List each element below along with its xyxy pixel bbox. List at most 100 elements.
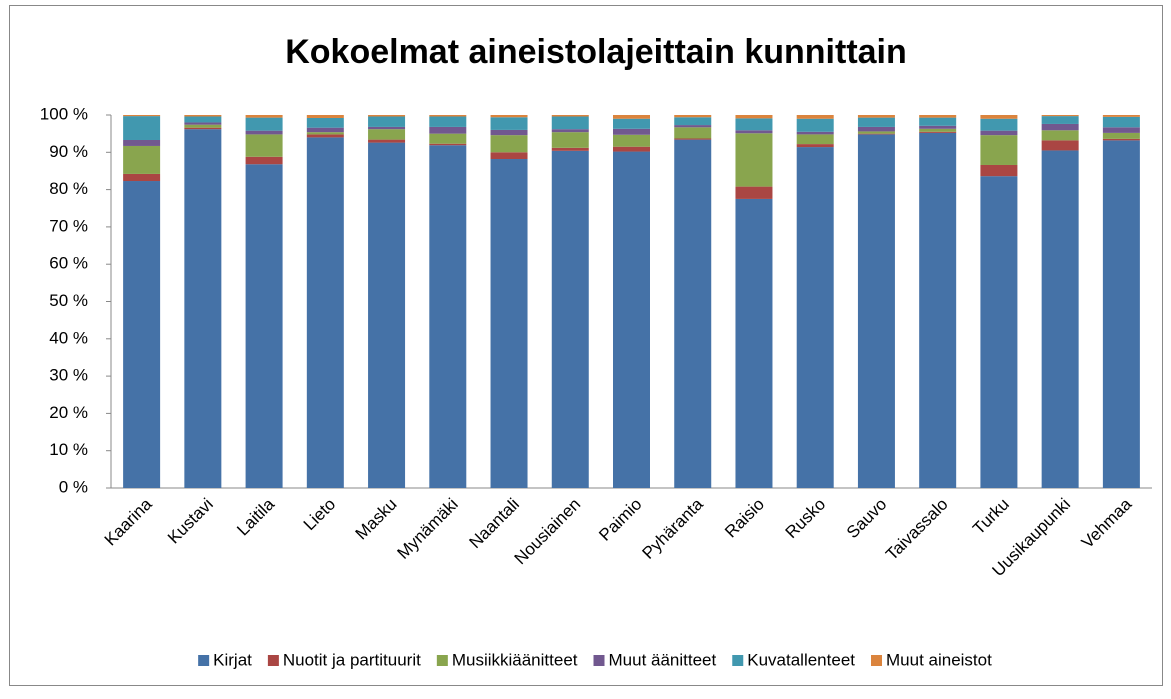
bar-segment: [184, 124, 222, 128]
bar-segment: [857, 115, 895, 118]
bar-segment: [613, 151, 650, 488]
bar-segment: [551, 150, 589, 489]
bar-segment: [919, 115, 957, 118]
bar-segment: [429, 143, 467, 146]
bar-segment: [184, 115, 222, 117]
bar-segment: [1041, 130, 1079, 141]
bar-segment: [919, 128, 957, 132]
bar-segment: [1041, 150, 1079, 488]
bar-segment: [674, 138, 712, 140]
bar-segment: [796, 134, 834, 145]
bar-segment: [551, 147, 589, 151]
bar-segment: [245, 130, 283, 135]
bar-segment: [735, 186, 773, 199]
bar-segment: [857, 117, 895, 127]
bar-segment: [184, 122, 222, 125]
bar-segment: [306, 137, 344, 488]
bar-segment: [368, 116, 406, 127]
bar-segment: [674, 115, 712, 118]
bar-segment: [796, 144, 834, 148]
bar-segment: [368, 142, 406, 489]
bar-segment: [551, 129, 589, 133]
bar-segment: [245, 134, 283, 157]
legend-swatch: [267, 655, 279, 666]
bar-segment: [490, 152, 528, 160]
legend-swatch: [593, 655, 605, 666]
legend-label: Kuvatallenteet: [747, 650, 855, 669]
bar-segment: [368, 129, 406, 140]
chart-title: Kokoelmat aineistolajeittain kunnittain: [285, 33, 907, 71]
bar-segment: [551, 132, 589, 148]
bar-segment: [674, 117, 712, 126]
bar-segment: [980, 130, 1018, 136]
legend-label: Nuotit ja partituurit: [283, 650, 421, 669]
y-tick-label: 10 %: [49, 440, 88, 459]
bar-segment: [184, 127, 222, 130]
y-tick-label: 70 %: [49, 216, 88, 235]
bar-segment: [429, 115, 467, 117]
y-tick-label: 30 %: [49, 366, 88, 385]
bar-segment: [490, 159, 528, 488]
bar-segment: [551, 116, 589, 130]
bar-segment: [1102, 138, 1140, 141]
bar-segment: [245, 164, 283, 488]
bar-segment: [735, 115, 773, 119]
bar-segment: [1102, 140, 1140, 488]
bar-segment: [796, 131, 834, 135]
bar-segment: [551, 115, 589, 117]
bar-segment: [735, 130, 773, 134]
legend-swatch: [871, 655, 883, 666]
legend-label: Musiikkiäänitteet: [452, 650, 578, 669]
bar-segment: [123, 181, 161, 488]
bar-segment: [919, 125, 957, 129]
bar-segment: [1041, 140, 1079, 151]
bar-segment: [980, 164, 1018, 177]
bar-segment: [306, 117, 344, 128]
bar-segment: [123, 116, 161, 140]
legend-label: Muut aineistot: [886, 650, 992, 669]
bar-segment: [613, 115, 650, 119]
bar-segment: [735, 118, 773, 131]
bar-segment: [245, 117, 283, 131]
bar-segment: [306, 134, 344, 138]
bar-segment: [857, 131, 895, 134]
bar-segment: [123, 145, 161, 174]
legend-swatch: [436, 655, 448, 666]
bar-segment: [980, 176, 1018, 488]
bar-segment: [429, 133, 467, 144]
bar-segment: [980, 115, 1018, 119]
bar-segment: [1102, 115, 1140, 117]
y-tick-label: 100 %: [40, 104, 88, 123]
bar-segment: [123, 173, 161, 182]
bar-segment: [674, 139, 712, 489]
bar-segment: [245, 156, 283, 165]
bar-segment: [980, 135, 1018, 165]
bar-segment: [919, 117, 957, 126]
bar-segment: [429, 145, 467, 488]
bar-segment: [735, 133, 773, 187]
bar-segment: [429, 116, 467, 127]
bar-segment: [368, 126, 406, 130]
bar-segment: [490, 117, 528, 130]
y-tick-label: 50 %: [49, 291, 88, 310]
y-tick-label: 0 %: [59, 477, 88, 496]
bar-segment: [306, 132, 344, 135]
bar-segment: [1102, 116, 1140, 128]
bar-segment: [613, 134, 650, 147]
bar-segment: [857, 126, 895, 132]
bar-segment: [306, 127, 344, 133]
bar-segment: [613, 146, 650, 152]
legend-swatch: [198, 655, 210, 666]
bar-segment: [857, 133, 895, 135]
bar-segment: [1102, 132, 1140, 139]
bar-segment: [490, 115, 528, 118]
y-tick-label: 20 %: [49, 403, 88, 422]
bar-segment: [735, 198, 773, 489]
bar-segment: [306, 115, 344, 118]
bar-segment: [980, 118, 1018, 131]
y-tick-label: 60 %: [49, 254, 88, 273]
bar-segment: [123, 139, 161, 146]
bar-segment: [245, 115, 283, 118]
bar-segment: [919, 131, 957, 133]
